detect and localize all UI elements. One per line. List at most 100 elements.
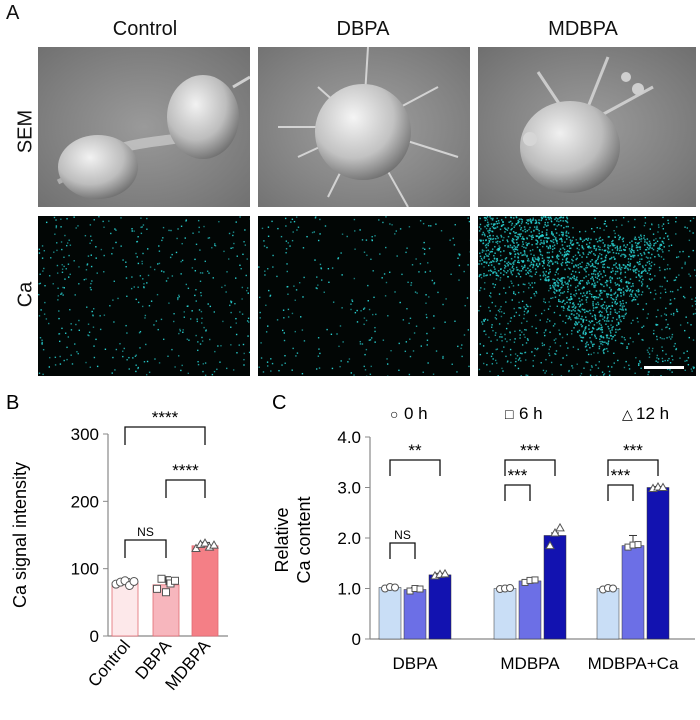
ca-dot [78,283,80,285]
ca-dot [513,245,515,247]
ca-dot [277,227,279,230]
ca-dot [177,228,179,230]
ca-dot [656,354,659,357]
ca-dot [514,330,516,333]
ca-dot [657,309,659,311]
ca-dot [501,350,503,353]
ca-dot [557,282,560,284]
ca-dot [163,271,165,273]
ca-dot [514,256,516,258]
ca-dot [481,323,484,325]
ca-dot [619,328,621,330]
ca-dot [176,237,178,240]
ca-dot [631,254,634,257]
ca-dot [538,219,540,221]
ca-dot [520,222,523,225]
ca-dot [625,246,627,248]
ca-dot [669,290,672,293]
ca-dot [614,264,616,266]
ca-dot [591,366,593,368]
ca-dot [478,274,481,276]
ca-dot [585,301,588,303]
ca-dot [635,357,637,359]
ca-dot [528,228,530,231]
ca-dot [181,364,183,367]
ca-dot [371,239,374,242]
ca-dot [561,336,564,339]
ca-dot [572,256,575,258]
ca-dot [481,233,484,236]
ca-dot [566,245,569,248]
ca-dot [648,356,651,358]
ca-dot [516,355,519,357]
ca-dot [569,301,571,304]
ca-dot [57,299,59,301]
ca-dot [616,270,619,273]
ca-dot [181,242,183,245]
ca-dot [629,262,632,265]
column-label-control: Control [112,18,178,40]
ca-dot [614,236,616,238]
ca-dot [611,366,613,368]
ca-dot [579,300,581,303]
ca-dot [146,282,148,284]
ca-dot [603,263,606,266]
ca-dot [504,292,507,294]
ca-dot [567,276,569,278]
ca-dot [569,284,572,287]
ca-dot [519,228,522,231]
ca-dot [571,262,573,265]
ca-dot [608,245,611,247]
scale-bar [644,366,684,369]
ca-dot [339,325,342,327]
ca-dot [427,262,429,264]
ca-dot [633,238,636,240]
ca-dot [490,250,493,253]
sem-image-control [38,47,250,207]
ca-dot [485,253,487,255]
ca-dot [570,241,572,243]
ca-dot [644,216,647,219]
ca-dot [478,275,481,278]
ca-dot [65,268,67,270]
ca-dot [485,333,487,336]
ca-dot [683,352,685,354]
ca-dot [504,333,506,336]
ca-dot [639,276,642,279]
ca-dot [581,325,584,327]
ca-dot [115,241,117,244]
ca-dot [501,336,503,338]
ca-dot [566,253,569,255]
ca-dot [578,314,580,316]
ca-dot [585,332,587,335]
ca-dot [600,336,603,338]
ca-dot [110,232,112,235]
ca-dot [38,293,40,296]
ca-dot [516,246,518,248]
ca-dot [635,238,637,241]
ca-dot [479,223,482,226]
ca-dot [526,254,528,257]
ca-dot [594,335,597,338]
ca-dot [619,301,621,303]
ca-dot [41,341,43,344]
ca-dot [614,282,617,284]
ca-dot [625,265,628,268]
ca-dot [591,227,593,230]
ca-dot [112,299,114,301]
significance-label: **** [152,408,179,427]
ca-dot [420,345,422,347]
ca-dot [690,286,692,289]
ca-dot [620,249,623,252]
ca-dot [92,315,94,317]
ca-dot [509,220,512,223]
ca-dot [291,239,294,242]
ca-dot [589,292,591,295]
ca-dot [672,359,674,361]
ca-dot [553,282,556,284]
ca-dot [622,248,625,251]
ca-dot [362,308,365,310]
ca-dot [144,314,147,317]
ca-dot [48,275,51,277]
ca-dot [568,369,570,372]
